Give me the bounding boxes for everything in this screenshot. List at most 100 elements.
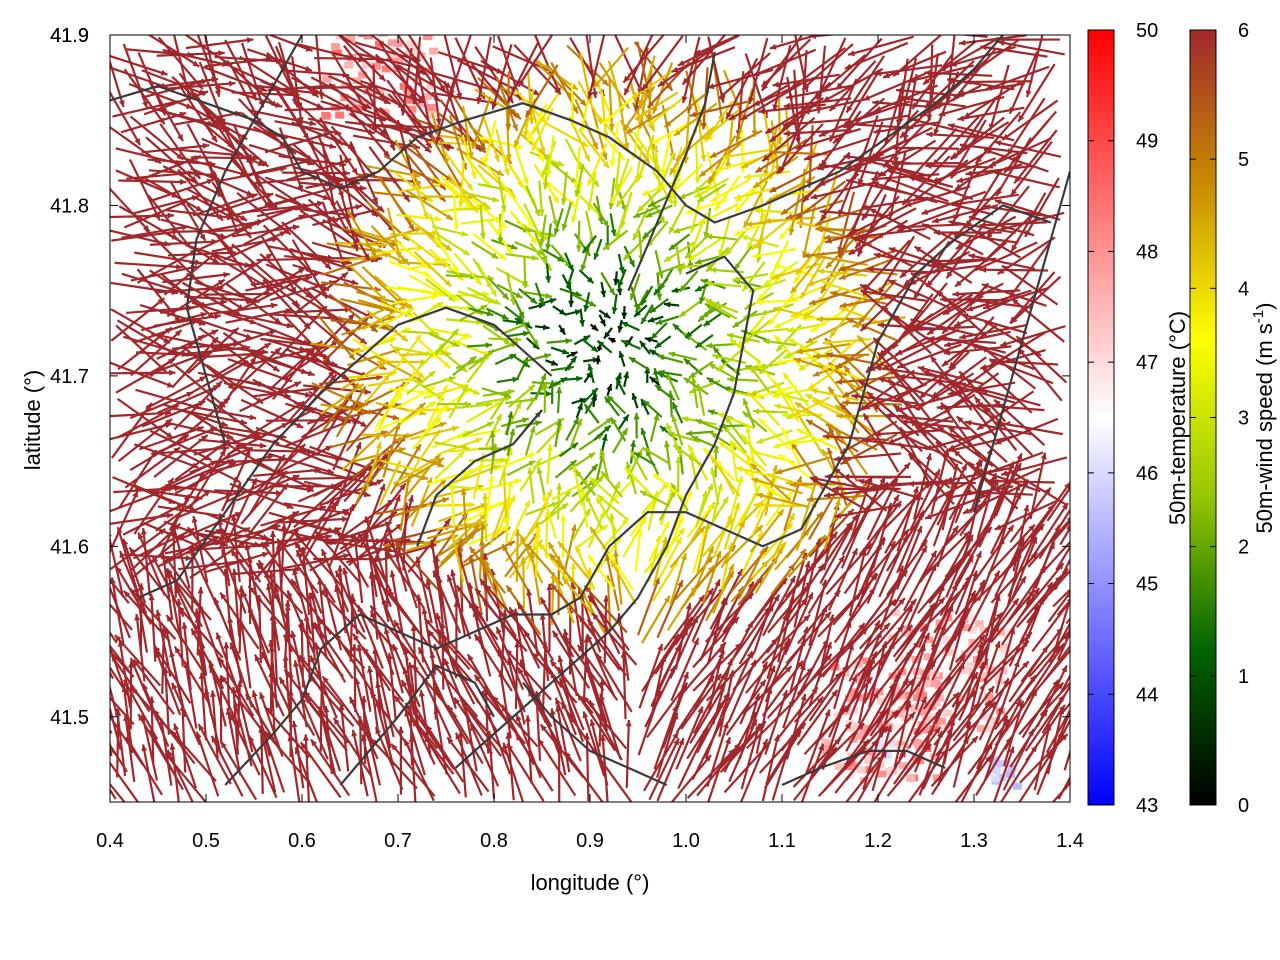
warm-temperature-cell — [853, 677, 863, 685]
wind-arrow — [310, 738, 351, 797]
wind-arrow — [432, 684, 469, 745]
wind-arrow — [334, 570, 366, 633]
x-tick-label: 0.5 — [192, 830, 220, 852]
wind-arrow — [349, 597, 396, 651]
warm-temperature-cell — [915, 687, 925, 695]
wind-arrow — [410, 624, 418, 693]
wind-arrow — [298, 654, 345, 708]
wind-arrow — [402, 143, 454, 183]
warm-temperature-cell — [358, 71, 368, 79]
wind-arrow — [304, 696, 348, 752]
wind-arrow — [137, 532, 166, 596]
wind-arrow — [412, 416, 442, 450]
warm-temperature-cell — [423, 22, 432, 29]
wind-arrow — [390, 743, 436, 797]
wind-arrow — [264, 730, 311, 784]
warm-temperature-cell — [914, 702, 924, 710]
warm-temperature-cell — [381, 65, 391, 73]
colorbar-tick-label: 44 — [1136, 684, 1158, 706]
wind-arrow — [249, 353, 315, 377]
wind-arrow — [97, 559, 109, 626]
wind-arrow — [203, 551, 270, 574]
warm-temperature-cell — [359, 98, 369, 106]
colorbar-tick-label: 46 — [1136, 463, 1158, 485]
wind-arrow — [394, 541, 440, 591]
warm-temperature-cell — [335, 111, 345, 119]
warm-temperature-cell — [1000, 630, 1010, 638]
warm-temperature-cell — [388, 51, 398, 59]
warm-temperature-cell — [397, 22, 406, 29]
wind-arrow — [459, 304, 488, 322]
warm-temperature-cell — [876, 697, 886, 705]
windspeed-colorbar-label: 50m-wind speed (m s-1) — [1250, 303, 1277, 534]
warm-temperature-cell — [894, 699, 904, 707]
wind-arrow — [348, 696, 379, 760]
wind-arrow — [435, 612, 458, 679]
wind-arrow — [410, 172, 429, 220]
warm-temperature-cell — [942, 636, 952, 644]
wind-arrow — [124, 446, 181, 489]
wind-arrow — [185, 37, 254, 50]
warm-temperature-cell — [923, 680, 933, 688]
warm-temperature-cell — [917, 692, 927, 700]
warm-temperature-cell — [968, 643, 978, 651]
cool-temperature-cell — [900, 733, 910, 741]
wind-arrow — [452, 185, 460, 230]
wind-arrow — [303, 384, 371, 395]
x-tick-label: 1.4 — [1056, 830, 1084, 852]
windspeed-label-superscript: -1 — [1250, 310, 1267, 323]
warm-temperature-cell — [404, 16, 413, 23]
wind-arrow — [400, 47, 413, 116]
wind-arrow — [369, 604, 415, 659]
wind-arrow — [443, 150, 474, 191]
wind-arrow — [361, 303, 408, 331]
wind-arrow — [295, 549, 323, 614]
wind-arrow — [425, 724, 465, 783]
wind-arrow — [415, 336, 451, 369]
warm-temperature-cell — [895, 710, 905, 718]
warm-temperature-cell — [930, 753, 940, 761]
wind-arrow — [174, 586, 206, 649]
wind-arrow — [181, 622, 192, 691]
wind-arrow — [110, 649, 135, 678]
warm-temperature-cell — [857, 694, 867, 702]
temperature-colorbar-label: 50m-temperature (°C) — [1165, 311, 1190, 525]
windspeed-label-suffix: ) — [1252, 303, 1277, 310]
wind-arrow — [190, 167, 254, 197]
wind-arrow — [319, 374, 383, 386]
plot-area — [97, 16, 1071, 803]
wind-arrow — [392, 643, 421, 708]
wind-arrow — [280, 523, 287, 592]
wind-arrow — [244, 380, 312, 398]
wind-arrow — [147, 35, 200, 68]
wind-arrow — [461, 134, 477, 180]
wind-arrow — [394, 346, 433, 357]
warm-temperature-cell — [429, 47, 439, 55]
wind-arrow — [123, 679, 159, 740]
wind-arrow — [314, 530, 361, 584]
wind-arrow — [229, 152, 271, 209]
wind-arrow — [320, 383, 365, 415]
wind-arrow — [397, 726, 404, 795]
wind-arrow — [393, 619, 430, 680]
warm-temperature-cell — [968, 638, 978, 646]
wind-arrow — [110, 761, 140, 802]
wind-arrow — [266, 51, 320, 98]
warm-temperature-cell — [426, 103, 436, 111]
wind-arrow — [464, 500, 504, 523]
wind-arrow — [260, 79, 324, 110]
warm-temperature-cell — [422, 93, 432, 101]
wind-arrow — [195, 731, 220, 797]
wind-arrow — [407, 35, 447, 93]
warm-temperature-cell — [418, 100, 428, 108]
wind-arrow — [372, 64, 379, 133]
wind-arrow — [203, 35, 221, 98]
warm-temperature-cell — [429, 19, 438, 26]
colorbar-tick-label: 47 — [1136, 352, 1158, 374]
wind-arrow — [268, 452, 335, 475]
warm-temperature-cell — [393, 40, 403, 48]
wind-arrow — [296, 545, 336, 604]
warm-temperature-cell — [906, 775, 916, 783]
warm-temperature-cell — [968, 613, 978, 621]
